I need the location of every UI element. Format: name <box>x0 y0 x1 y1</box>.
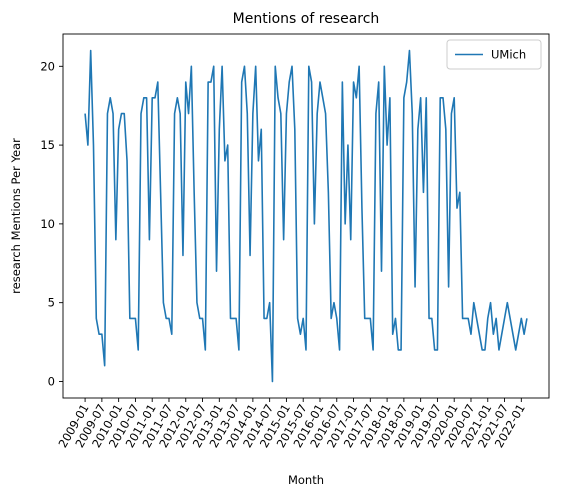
y-axis-title: research Mentions Per Year <box>9 138 23 294</box>
y-tick-label: 10 <box>40 217 55 231</box>
series-line-umich <box>84 49 528 383</box>
y-tick-label: 5 <box>48 296 55 310</box>
legend: UMich <box>446 39 542 70</box>
y-tick-label: 15 <box>40 138 55 152</box>
y-tick-label: 20 <box>40 59 55 73</box>
x-axis-title: Month <box>288 473 324 487</box>
legend-box <box>446 39 542 70</box>
chart-title: Mentions of research <box>233 11 380 27</box>
y-tick-label: 0 <box>48 374 55 388</box>
plot-area: 051015202009-012009-072010-012010-072011… <box>40 33 550 450</box>
plot-frame <box>62 33 550 399</box>
legend-label-umich: UMich <box>491 48 526 62</box>
